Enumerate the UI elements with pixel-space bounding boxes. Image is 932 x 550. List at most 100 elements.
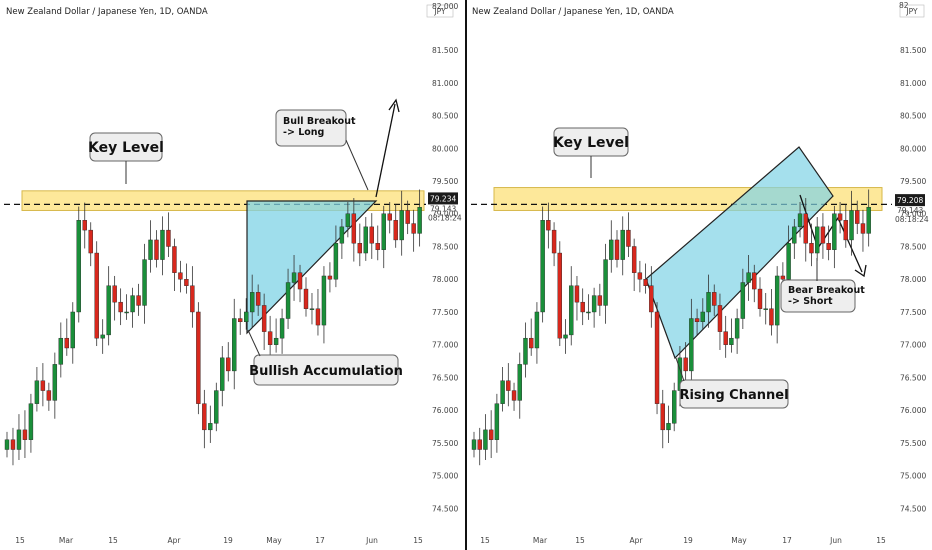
arrow-head bbox=[854, 264, 867, 278]
candle bbox=[76, 206, 81, 323]
candle bbox=[860, 209, 866, 252]
candle bbox=[118, 288, 123, 326]
y-tick-label: 77.000 bbox=[900, 341, 926, 350]
price-line-label: 79.143 bbox=[897, 206, 923, 215]
candle bbox=[273, 318, 279, 353]
candle bbox=[64, 318, 70, 356]
breakout-callout: Bull Breakout -> Long bbox=[275, 109, 369, 191]
candle bbox=[689, 298, 694, 390]
x-tick-label: Apr bbox=[630, 536, 644, 545]
candle bbox=[826, 225, 831, 261]
candle bbox=[500, 366, 505, 412]
candle bbox=[551, 222, 557, 267]
candle bbox=[196, 302, 201, 415]
candle bbox=[315, 289, 321, 336]
candle bbox=[694, 308, 700, 335]
y-tick-label: 80.500 bbox=[432, 112, 458, 121]
candle bbox=[357, 223, 363, 267]
candle bbox=[190, 266, 195, 328]
candle bbox=[10, 427, 16, 466]
candle bbox=[112, 275, 117, 321]
price-axis: 81.500 81.000 80.500 80.000 79.500 79.000 78.5… bbox=[899, 1, 926, 513]
chart-left-bg bbox=[0, 0, 465, 550]
candle bbox=[660, 389, 665, 449]
x-tick-label: 15 bbox=[575, 536, 585, 545]
breakout-callout: Bear Breakout -> Short bbox=[780, 258, 865, 313]
x-tick-label: 15 bbox=[15, 536, 25, 545]
pattern-label: Bullish Accumulation bbox=[249, 364, 403, 379]
candle bbox=[752, 264, 757, 303]
y-tick-label: 76.000 bbox=[432, 406, 458, 415]
panel-divider bbox=[465, 0, 467, 550]
last-price-badge bbox=[428, 192, 458, 205]
x-tick-label: Jun bbox=[829, 536, 842, 545]
breakout-label: Bull Breakout -> Long bbox=[283, 116, 356, 138]
candle bbox=[22, 410, 28, 459]
candle bbox=[136, 283, 141, 316]
candles bbox=[471, 189, 871, 466]
currency-badge[interactable] bbox=[426, 4, 454, 18]
candle bbox=[717, 293, 723, 350]
y-tick-label: 76.500 bbox=[432, 373, 458, 382]
y-tick-label: 77.000 bbox=[432, 341, 458, 350]
candle bbox=[786, 225, 791, 288]
last-price: 79.208 bbox=[897, 196, 923, 205]
y-tick-label: 76.500 bbox=[900, 373, 926, 382]
candle bbox=[620, 216, 625, 276]
candle bbox=[471, 431, 477, 458]
y-tick-label: 74.500 bbox=[432, 504, 458, 513]
x-tick-label: 15 bbox=[480, 536, 490, 545]
candle bbox=[637, 260, 643, 293]
pattern-callout: Bullish Accumulation bbox=[247, 329, 403, 386]
breakout-arrow bbox=[375, 103, 396, 198]
candle bbox=[160, 216, 165, 276]
candle bbox=[849, 190, 854, 256]
y-tick-label: 75.000 bbox=[432, 472, 458, 481]
y-tick-label: 80.000 bbox=[432, 144, 458, 153]
candle bbox=[488, 410, 494, 459]
candle bbox=[563, 319, 568, 354]
candle bbox=[477, 427, 482, 466]
candle bbox=[574, 275, 580, 321]
candle bbox=[285, 268, 291, 330]
candle bbox=[843, 204, 848, 248]
x-tick-label: 19 bbox=[223, 536, 233, 545]
candle bbox=[52, 352, 58, 419]
candle bbox=[774, 266, 780, 344]
candle bbox=[184, 263, 189, 294]
candle bbox=[261, 293, 267, 350]
candle bbox=[494, 393, 500, 453]
y-tick-label: 81.500 bbox=[900, 46, 926, 55]
currency-badge[interactable] bbox=[899, 4, 925, 18]
candle bbox=[333, 225, 339, 288]
time-axis: 15 Mar 15 Apr 19 May 17 Jun 15 bbox=[480, 536, 886, 545]
axis-top-label: 82.000 bbox=[432, 2, 458, 11]
candle bbox=[202, 389, 207, 449]
candle bbox=[327, 262, 333, 293]
chart-right: New Zealand Dollar / Japanese Yen, 1D, O… bbox=[467, 0, 932, 550]
candle bbox=[208, 405, 213, 443]
candle bbox=[178, 260, 183, 293]
candle bbox=[94, 241, 99, 347]
candle bbox=[345, 201, 351, 238]
candle bbox=[569, 266, 574, 346]
y-tick-label: 75.500 bbox=[900, 439, 926, 448]
y-tick-label: 78.000 bbox=[432, 275, 458, 284]
x-tick-label: 15 bbox=[413, 536, 423, 545]
candle bbox=[683, 342, 688, 382]
candle bbox=[82, 202, 87, 249]
candle bbox=[546, 202, 551, 249]
y-tick-label: 80.500 bbox=[900, 112, 926, 121]
candle bbox=[297, 264, 303, 303]
candle bbox=[649, 266, 654, 328]
candle bbox=[837, 201, 843, 234]
x-tick-label: Jun bbox=[365, 536, 378, 545]
y-tick-label: 77.500 bbox=[900, 308, 926, 317]
candle bbox=[243, 298, 249, 330]
pattern-label: Rising Channel bbox=[679, 388, 788, 403]
axis-top-label: 82 bbox=[899, 1, 909, 10]
channel-pattern bbox=[645, 146, 834, 360]
candle bbox=[417, 189, 422, 247]
x-tick-label: May bbox=[731, 536, 747, 545]
x-tick-label: 19 bbox=[683, 536, 693, 545]
